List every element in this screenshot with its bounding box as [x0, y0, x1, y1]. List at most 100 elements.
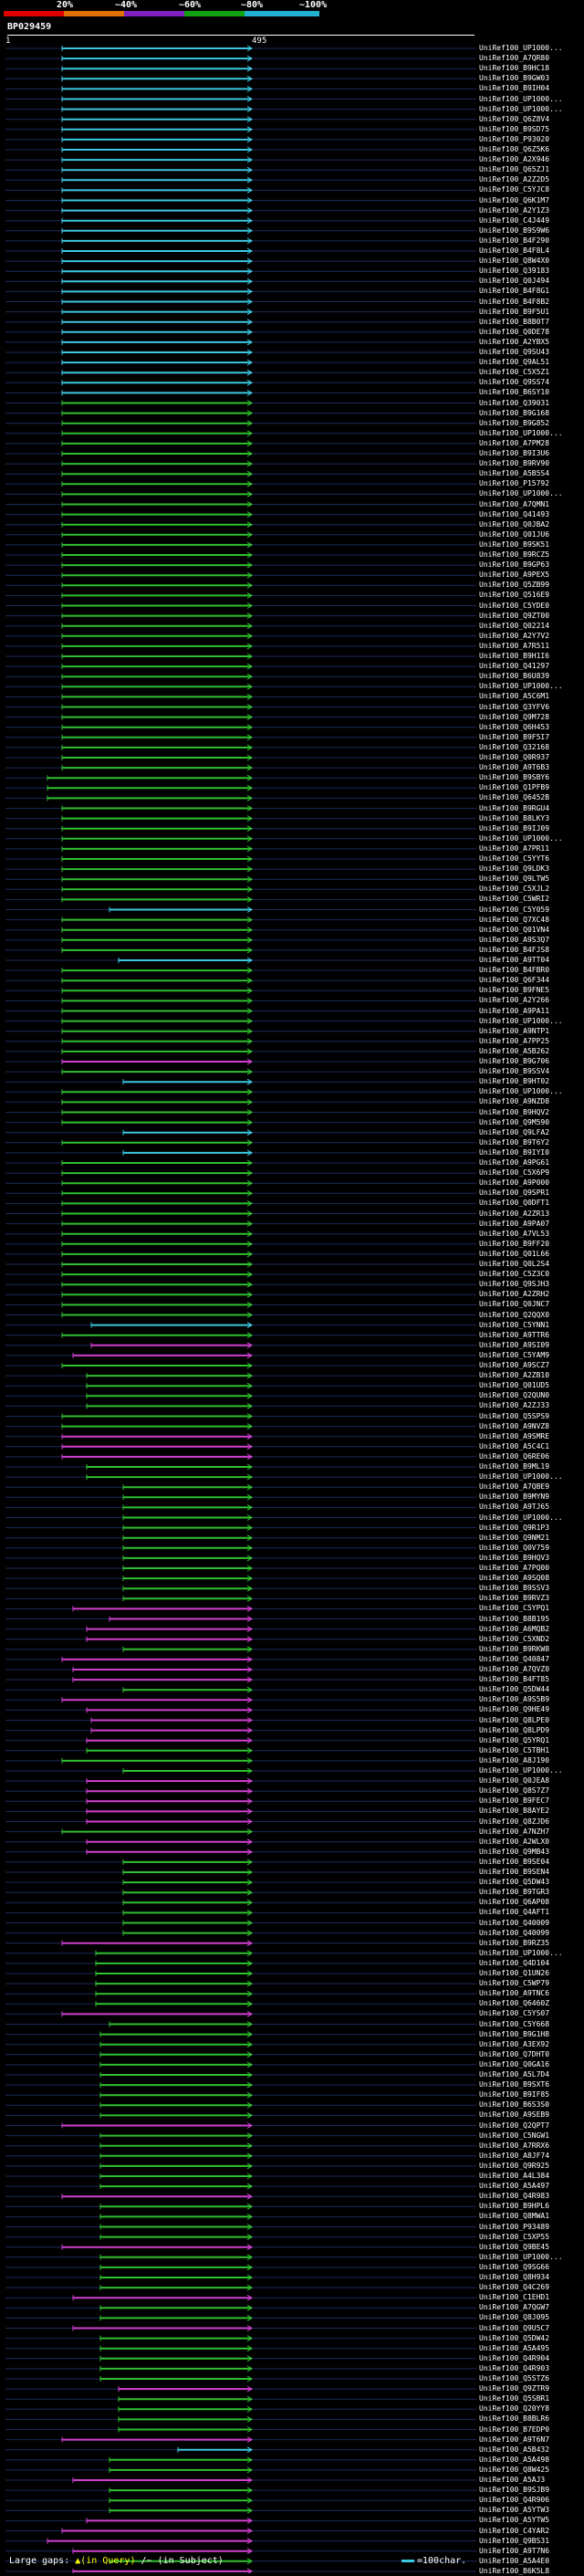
- hit-link[interactable]: UniRef100_A9SCZ7: [479, 1361, 550, 1369]
- hit-link[interactable]: UniRef100_Q6AP08: [479, 1898, 550, 1907]
- hit-link[interactable]: UniRef100_B9T6Y2: [479, 1137, 550, 1147]
- hit-link[interactable]: UniRef100_UP1000...: [479, 44, 563, 52]
- hit-link[interactable]: UniRef100_A9S5B9: [479, 1695, 550, 1704]
- hit-link[interactable]: UniRef100_C5TBH1: [479, 1745, 550, 1754]
- hit-link[interactable]: UniRef100_A9SQ08: [479, 1574, 550, 1583]
- hit-link[interactable]: UniRef100_B9HQV3: [479, 1553, 550, 1562]
- hit-link[interactable]: UniRef100_A8JF74: [479, 2151, 550, 2160]
- hit-link[interactable]: UniRef100_Q9ZTR9: [479, 2384, 550, 2393]
- hit-link[interactable]: UniRef100_A8J190: [479, 1755, 550, 1764]
- hit-link[interactable]: UniRef100_C5Y668: [479, 2019, 550, 2028]
- hit-link[interactable]: UniRef100_B9RGU4: [479, 803, 550, 812]
- hit-link[interactable]: UniRef100_UP1000...: [479, 94, 563, 103]
- hit-link[interactable]: UniRef100_Q2QUN0: [479, 1391, 550, 1400]
- hit-link[interactable]: UniRef100_A2Y266: [479, 996, 550, 1005]
- hit-link[interactable]: UniRef100_B4F290: [479, 236, 550, 245]
- hit-link[interactable]: UniRef100_A2ZRH2: [479, 1290, 550, 1299]
- hit-link[interactable]: UniRef100_A2ZJ33: [479, 1401, 550, 1410]
- hit-link[interactable]: UniRef100_Q9LDK3: [479, 864, 550, 874]
- hit-link[interactable]: UniRef100_C5Y059: [479, 905, 550, 914]
- hit-link[interactable]: UniRef100_B9SD75: [479, 124, 550, 133]
- hit-link[interactable]: UniRef100_C5X6P9: [479, 1168, 550, 1178]
- hit-link[interactable]: UniRef100_C5YAM9: [479, 1350, 550, 1359]
- hit-link[interactable]: UniRef100_B8BLR6: [479, 2414, 550, 2424]
- hit-link[interactable]: UniRef100_B9IH04: [479, 84, 550, 93]
- hit-link[interactable]: UniRef100_C5YJC8: [479, 185, 550, 194]
- hit-link[interactable]: UniRef100_Q9BS31: [479, 2536, 550, 2545]
- hit-link[interactable]: UniRef100_Q3YFV6: [479, 702, 550, 711]
- hit-link[interactable]: UniRef100_B8B195: [479, 1614, 550, 1623]
- hit-link[interactable]: UniRef100_C5YNN1: [479, 1320, 550, 1329]
- hit-link[interactable]: UniRef100_B9SE04: [479, 1857, 550, 1866]
- hit-link[interactable]: UniRef100_Q6H453: [479, 722, 550, 731]
- hit-link[interactable]: UniRef100_B9FF20: [479, 1239, 550, 1248]
- hit-link[interactable]: UniRef100_Q4C269: [479, 2283, 550, 2292]
- hit-link[interactable]: UniRef100_Q4AFT1: [479, 1908, 550, 1917]
- hit-link[interactable]: UniRef100_A5A497: [479, 2182, 550, 2191]
- hit-link[interactable]: UniRef100_Q6Z5K6: [479, 145, 550, 153]
- hit-link[interactable]: UniRef100_Q5STZ6: [479, 2374, 550, 2382]
- hit-link[interactable]: UniRef100_Q9SJH3: [479, 1280, 550, 1289]
- hit-link[interactable]: UniRef100_B9HQV2: [479, 1107, 550, 1116]
- hit-link[interactable]: UniRef100_A5B5S4: [479, 469, 550, 478]
- hit-link[interactable]: UniRef100_UP1000...: [479, 489, 563, 498]
- hit-link[interactable]: UniRef100_Q1PFB9: [479, 783, 550, 792]
- hit-link[interactable]: UniRef100_Q8W425: [479, 2465, 550, 2474]
- hit-link[interactable]: UniRef100_Q20YY8: [479, 2404, 550, 2414]
- hit-link[interactable]: UniRef100_A7VL53: [479, 1229, 550, 1238]
- hit-link[interactable]: UniRef100_Q5SBR1: [479, 2394, 550, 2403]
- hit-link[interactable]: UniRef100_Q8J095: [479, 2313, 550, 2322]
- hit-link[interactable]: UniRef100_B4F8L4: [479, 246, 550, 255]
- hit-link[interactable]: UniRef100_C5XJL2: [479, 885, 550, 894]
- hit-link[interactable]: UniRef100_UP1000...: [479, 2252, 563, 2261]
- hit-link[interactable]: UniRef100_Q2QPT7: [479, 2120, 550, 2130]
- hit-link[interactable]: UniRef100_A2WLX0: [479, 1837, 550, 1846]
- hit-link[interactable]: UniRef100_Q0V759: [479, 1543, 550, 1552]
- hit-link[interactable]: UniRef100_A2YBX5: [479, 337, 550, 346]
- hit-link[interactable]: UniRef100_B8AYE2: [479, 1806, 550, 1816]
- hit-link[interactable]: UniRef100_A9TTR6: [479, 1330, 550, 1339]
- hit-link[interactable]: UniRef100_Q01JU6: [479, 529, 550, 539]
- hit-link[interactable]: UniRef100_B9IJ09: [479, 823, 550, 832]
- hit-link[interactable]: UniRef100_B9HT02: [479, 1077, 550, 1086]
- hit-link[interactable]: UniRef100_C5YS07: [479, 2009, 550, 2018]
- hit-link[interactable]: UniRef100_A5B262: [479, 1046, 550, 1055]
- hit-link[interactable]: UniRef100_C5YYT6: [479, 854, 550, 863]
- hit-link[interactable]: UniRef100_B9RKW8: [479, 1644, 550, 1653]
- hit-link[interactable]: UniRef100_Q0JEA8: [479, 1776, 550, 1785]
- hit-link[interactable]: UniRef100_Q1UN26: [479, 1969, 550, 1977]
- hit-link[interactable]: UniRef100_Q9HE49: [479, 1705, 550, 1714]
- hit-link[interactable]: UniRef100_P93489: [479, 2222, 550, 2231]
- hit-link[interactable]: UniRef100_Q0JBA2: [479, 519, 550, 529]
- hit-link[interactable]: UniRef100_Q0DE78: [479, 327, 550, 336]
- hit-link[interactable]: UniRef100_Q9R1P3: [479, 1523, 550, 1532]
- hit-link[interactable]: UniRef100_Q4R906: [479, 2496, 550, 2505]
- hit-link[interactable]: UniRef100_B9RZ35: [479, 1938, 550, 1947]
- hit-link[interactable]: UniRef100_B9SSV3: [479, 1584, 550, 1593]
- hit-link[interactable]: UniRef100_A2ZR13: [479, 1209, 550, 1218]
- hit-link[interactable]: UniRef100_B9GW03: [479, 74, 550, 83]
- hit-link[interactable]: UniRef100_B9G168: [479, 408, 550, 417]
- hit-link[interactable]: UniRef100_B4FJS8: [479, 945, 550, 954]
- hit-link[interactable]: UniRef100_B9MYN9: [479, 1492, 550, 1502]
- hit-link[interactable]: UniRef100_Q6RE06: [479, 1451, 550, 1461]
- hit-link[interactable]: UniRef100_B9IF85: [479, 2090, 550, 2100]
- hit-link[interactable]: UniRef100_B9SXT6: [479, 2080, 550, 2089]
- hit-link[interactable]: UniRef100_UP1000...: [479, 1472, 563, 1482]
- hit-link[interactable]: UniRef100_A2Y7V2: [479, 631, 550, 640]
- hit-link[interactable]: UniRef100_A9SI09: [479, 1340, 550, 1349]
- hit-link[interactable]: UniRef100_Q9MB43: [479, 1847, 550, 1856]
- hit-link[interactable]: UniRef100_B4FBR0: [479, 966, 550, 975]
- hit-link[interactable]: UniRef100_A9T7N6: [479, 2546, 550, 2555]
- hit-link[interactable]: UniRef100_A5A498: [479, 2455, 550, 2464]
- hit-link[interactable]: UniRef100_Q40099: [479, 1928, 550, 1937]
- hit-link[interactable]: UniRef100_Q6K1M7: [479, 195, 550, 204]
- hit-link[interactable]: UniRef100_A9P000: [479, 1178, 550, 1188]
- hit-link[interactable]: UniRef100_Q2QQX0: [479, 1310, 550, 1319]
- hit-link[interactable]: UniRef100_A9PA07: [479, 1219, 550, 1228]
- hit-link[interactable]: UniRef100_Q02214: [479, 621, 550, 630]
- hit-link[interactable]: UniRef100_UP1000...: [479, 1766, 563, 1775]
- hit-link[interactable]: UniRef100_A9T6B3: [479, 763, 550, 772]
- hit-link[interactable]: UniRef100_B9RV90: [479, 459, 550, 468]
- hit-link[interactable]: UniRef100_Q5DW44: [479, 1685, 550, 1694]
